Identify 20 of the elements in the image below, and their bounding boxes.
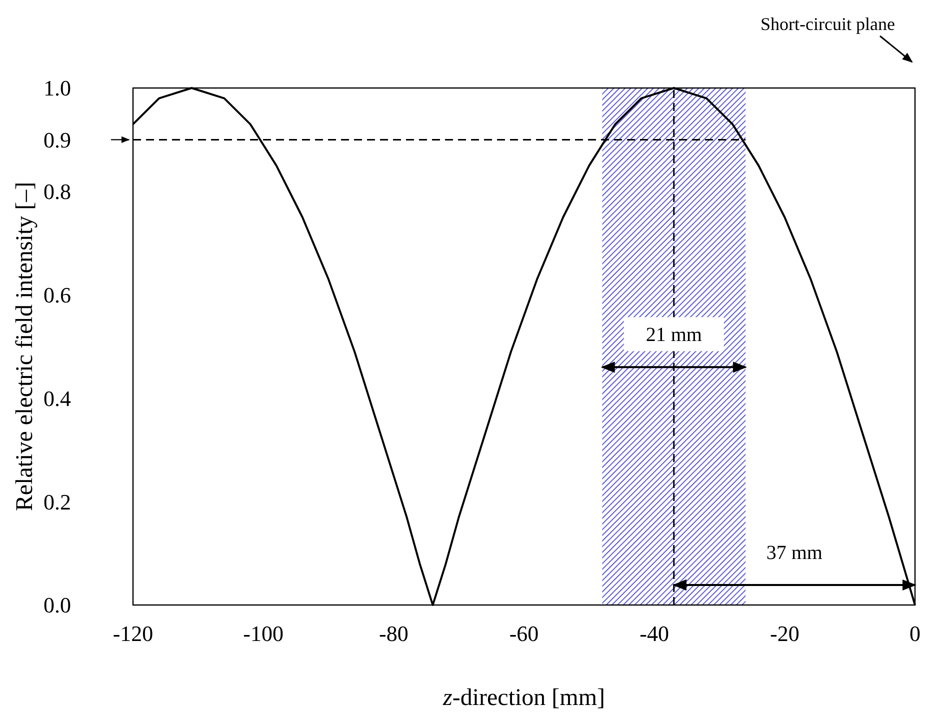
y-axis-title: Relative electric field intensity [–] <box>12 182 38 512</box>
y-tick-label: 1.0 <box>44 76 71 101</box>
annotation: 37 mm <box>766 542 823 564</box>
x-tick-label: -20 <box>770 621 800 646</box>
y-tick-label: 0.8 <box>44 179 71 204</box>
y-tick-label: 0.0 <box>44 592 71 618</box>
line-series <box>132 87 916 606</box>
y-tick-label: 0.6 <box>44 282 71 308</box>
y-tick-label: 0.2 <box>44 489 71 514</box>
x-tick-label: -80 <box>379 621 408 646</box>
x-tick-label: -60 <box>509 621 539 646</box>
y-tick-label: 0.4 <box>44 386 71 411</box>
x-tick-label: -100 <box>243 621 284 646</box>
x-tick-label: -120 <box>112 621 154 646</box>
x-tick-label: -40 <box>640 621 669 646</box>
x-tick-label: 0 <box>910 621 920 646</box>
ref-line-label: 0.9 <box>44 127 71 152</box>
annotation: 21 mm <box>646 324 702 346</box>
text: Short-circuit plane <box>760 14 895 34</box>
x-axis-title: z-direction [mm] <box>442 685 605 711</box>
